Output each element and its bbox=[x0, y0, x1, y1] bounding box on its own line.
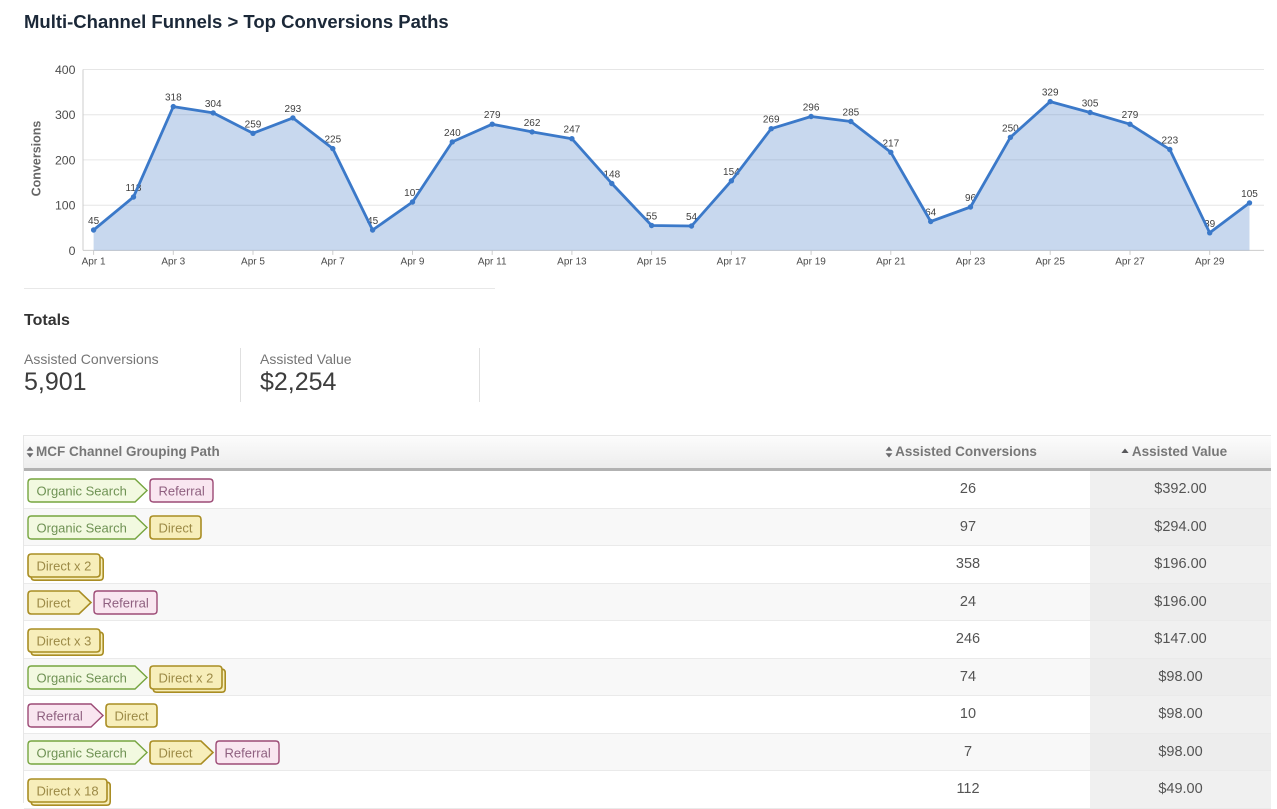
svg-text:Apr 23: Apr 23 bbox=[956, 256, 986, 267]
svg-text:Direct: Direct bbox=[159, 520, 193, 535]
svg-text:Apr 13: Apr 13 bbox=[557, 256, 587, 267]
svg-text:262: 262 bbox=[524, 118, 541, 129]
svg-text:Apr 17: Apr 17 bbox=[717, 256, 747, 267]
svg-text:259: 259 bbox=[245, 119, 262, 130]
svg-text:269: 269 bbox=[763, 115, 780, 126]
svg-text:318: 318 bbox=[165, 93, 182, 104]
svg-text:247: 247 bbox=[564, 125, 581, 136]
svg-text:Apr 9: Apr 9 bbox=[401, 256, 425, 267]
svg-text:Apr 1: Apr 1 bbox=[82, 256, 106, 267]
svg-text:39: 39 bbox=[1204, 219, 1216, 230]
svg-text:100: 100 bbox=[55, 199, 76, 213]
svg-text:240: 240 bbox=[444, 128, 461, 139]
svg-text:Organic Search: Organic Search bbox=[37, 520, 127, 535]
svg-text:Direct x 2: Direct x 2 bbox=[37, 558, 92, 573]
svg-text:217: 217 bbox=[882, 138, 899, 149]
svg-text:279: 279 bbox=[484, 110, 501, 121]
svg-text:Apr 21: Apr 21 bbox=[876, 256, 906, 267]
svg-text:105: 105 bbox=[1241, 189, 1258, 200]
svg-text:Conversions: Conversions bbox=[30, 121, 44, 197]
svg-text:45: 45 bbox=[367, 216, 379, 227]
svg-text:296: 296 bbox=[803, 103, 820, 114]
svg-text:Organic Search: Organic Search bbox=[37, 670, 127, 685]
svg-text:118: 118 bbox=[126, 183, 142, 194]
svg-text:Direct x 2: Direct x 2 bbox=[159, 670, 214, 685]
svg-text:Apr 3: Apr 3 bbox=[161, 256, 185, 267]
svg-text:Direct: Direct bbox=[115, 708, 149, 723]
svg-text:Direct x 18: Direct x 18 bbox=[37, 783, 99, 798]
svg-text:0: 0 bbox=[69, 244, 76, 258]
svg-text:Apr 11: Apr 11 bbox=[478, 256, 507, 267]
svg-text:55: 55 bbox=[646, 212, 658, 223]
svg-text:148: 148 bbox=[603, 170, 620, 181]
svg-text:279: 279 bbox=[1122, 110, 1139, 121]
svg-text:96: 96 bbox=[965, 193, 977, 204]
svg-text:293: 293 bbox=[285, 104, 302, 115]
svg-text:154: 154 bbox=[723, 167, 740, 178]
svg-text:Apr 5: Apr 5 bbox=[241, 256, 265, 267]
svg-text:Direct x 3: Direct x 3 bbox=[37, 633, 92, 648]
svg-text:Referral: Referral bbox=[103, 595, 149, 610]
svg-text:Apr 27: Apr 27 bbox=[1115, 256, 1145, 267]
svg-text:Organic Search: Organic Search bbox=[37, 745, 127, 760]
svg-text:Direct: Direct bbox=[37, 595, 71, 610]
svg-text:Apr 29: Apr 29 bbox=[1195, 256, 1225, 267]
svg-text:45: 45 bbox=[88, 216, 100, 227]
svg-text:250: 250 bbox=[1002, 123, 1019, 134]
svg-text:304: 304 bbox=[205, 99, 222, 110]
svg-text:Referral: Referral bbox=[37, 708, 83, 723]
svg-text:64: 64 bbox=[925, 208, 937, 219]
svg-text:300: 300 bbox=[55, 108, 76, 122]
svg-text:200: 200 bbox=[55, 153, 76, 167]
svg-text:329: 329 bbox=[1042, 88, 1059, 99]
svg-text:Apr 7: Apr 7 bbox=[321, 256, 345, 267]
svg-text:223: 223 bbox=[1161, 136, 1178, 147]
svg-text:Referral: Referral bbox=[159, 483, 205, 498]
svg-text:285: 285 bbox=[843, 108, 860, 119]
svg-text:Organic Search: Organic Search bbox=[37, 483, 127, 498]
svg-text:Apr 19: Apr 19 bbox=[796, 256, 826, 267]
svg-text:107: 107 bbox=[404, 188, 421, 199]
svg-text:225: 225 bbox=[324, 135, 341, 146]
svg-text:Referral: Referral bbox=[225, 745, 271, 760]
svg-text:Apr 25: Apr 25 bbox=[1035, 256, 1065, 267]
svg-text:305: 305 bbox=[1082, 99, 1099, 110]
svg-text:400: 400 bbox=[55, 63, 76, 77]
svg-text:Apr 15: Apr 15 bbox=[637, 256, 667, 267]
svg-text:Direct: Direct bbox=[159, 745, 193, 760]
svg-text:54: 54 bbox=[686, 212, 698, 223]
